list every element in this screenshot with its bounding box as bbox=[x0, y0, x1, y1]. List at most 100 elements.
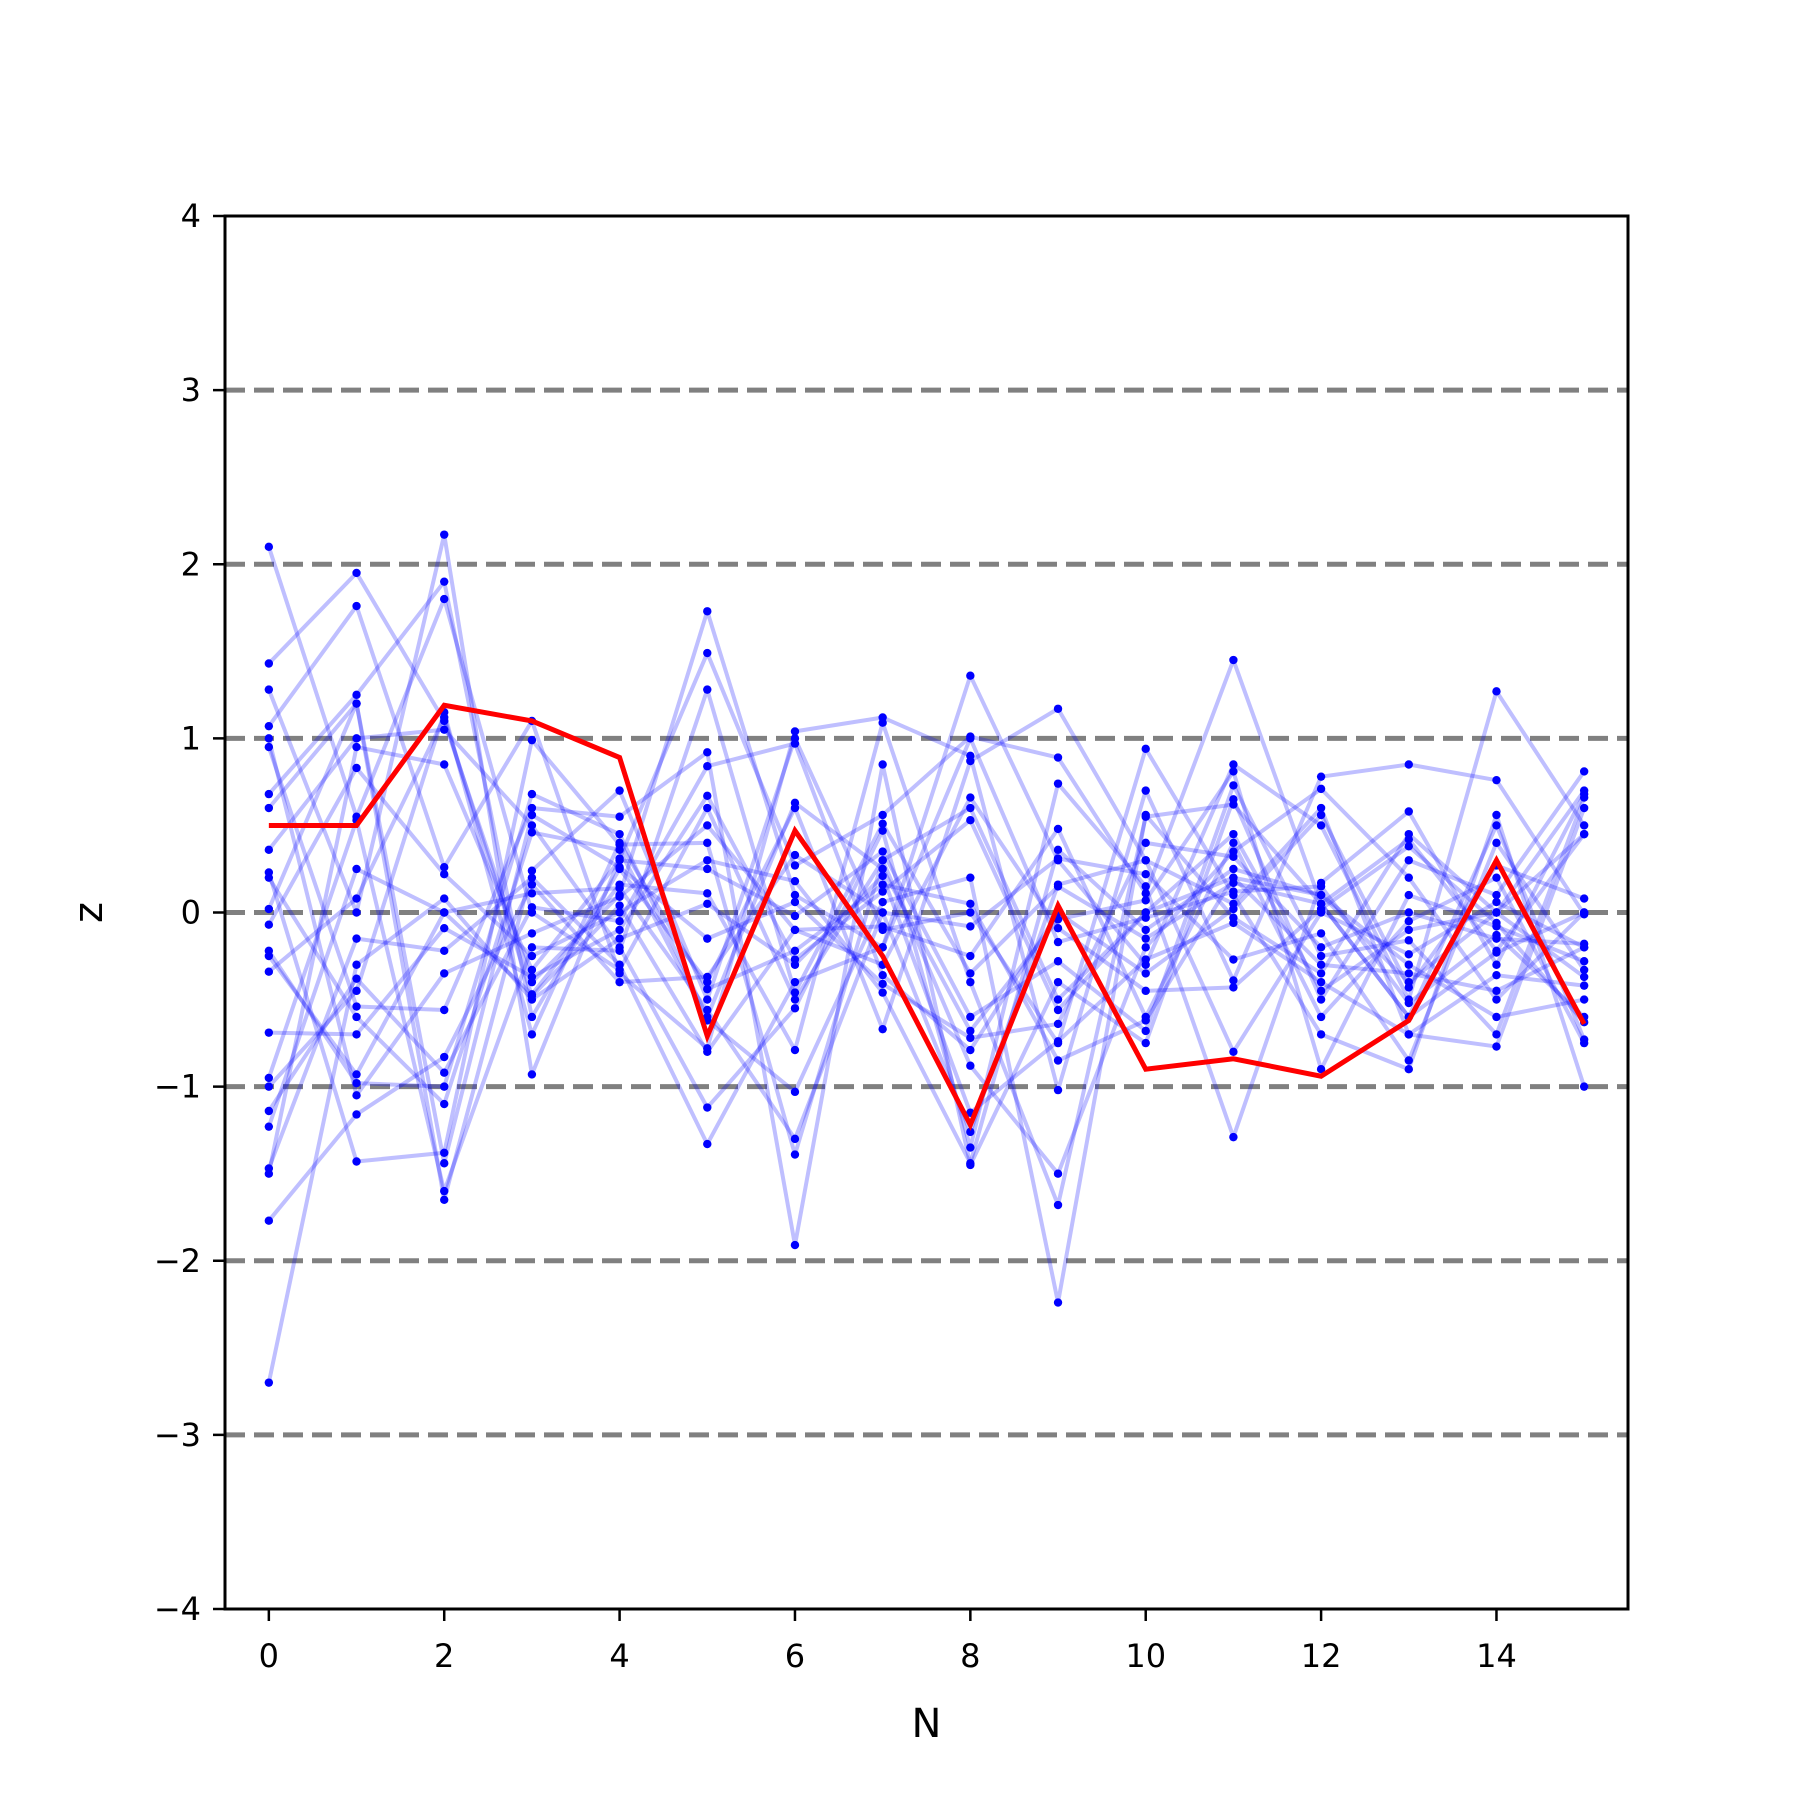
data-point bbox=[1579, 894, 1589, 903]
data-point bbox=[527, 965, 537, 975]
data-point bbox=[264, 1378, 274, 1387]
data-point bbox=[615, 960, 624, 969]
data-point bbox=[1141, 882, 1150, 891]
data-point bbox=[878, 897, 887, 907]
data-point bbox=[1492, 775, 1501, 785]
data-point bbox=[790, 1134, 800, 1144]
data-point bbox=[1579, 793, 1589, 802]
data-point bbox=[790, 897, 800, 907]
data-point bbox=[1492, 908, 1501, 917]
data-point bbox=[703, 685, 712, 694]
data-point bbox=[440, 577, 449, 586]
data-point bbox=[1053, 1056, 1063, 1065]
data-point bbox=[264, 742, 274, 752]
data-point bbox=[615, 917, 624, 926]
data-point bbox=[440, 594, 449, 604]
data-point bbox=[1053, 957, 1063, 966]
data-point bbox=[790, 861, 800, 870]
data-point bbox=[1141, 1026, 1150, 1036]
background-series-line bbox=[267, 604, 1586, 1093]
data-point bbox=[1229, 838, 1238, 848]
background-series-line bbox=[266, 738, 1586, 1176]
data-point bbox=[527, 821, 537, 830]
data-point bbox=[264, 1073, 274, 1083]
data-point bbox=[966, 756, 975, 766]
x-tick-label: 0 bbox=[259, 1637, 279, 1675]
background-series-line bbox=[267, 720, 1586, 1208]
data-point bbox=[352, 934, 361, 943]
data-point bbox=[1229, 904, 1238, 914]
data-point bbox=[352, 1157, 361, 1166]
data-point bbox=[1141, 744, 1150, 754]
data-point bbox=[1053, 845, 1063, 855]
data-point bbox=[966, 803, 975, 813]
data-point bbox=[703, 934, 712, 943]
data-point bbox=[1141, 812, 1150, 821]
data-point bbox=[703, 984, 712, 994]
data-point bbox=[615, 908, 624, 917]
data-point bbox=[1579, 767, 1589, 776]
data-point bbox=[264, 1216, 274, 1225]
data-point bbox=[1229, 800, 1238, 809]
background-series-line bbox=[267, 812, 1586, 1305]
data-point bbox=[352, 1110, 361, 1119]
data-point bbox=[703, 856, 712, 865]
data-point bbox=[440, 1195, 449, 1205]
data-point bbox=[966, 922, 975, 931]
data-point bbox=[1492, 934, 1501, 943]
background-series-group bbox=[264, 530, 1589, 1387]
data-point bbox=[790, 739, 800, 748]
data-point bbox=[264, 1082, 274, 1091]
y-tick-label: 1 bbox=[181, 719, 201, 757]
data-point bbox=[440, 908, 449, 917]
data-point bbox=[1053, 995, 1063, 1004]
data-point bbox=[352, 690, 361, 700]
y-tick-label: 0 bbox=[181, 894, 201, 932]
x-tick-label: 8 bbox=[960, 1637, 980, 1675]
data-point bbox=[264, 1028, 274, 1037]
data-point bbox=[1316, 960, 1326, 969]
data-point bbox=[440, 969, 449, 978]
highlight-series-line bbox=[268, 702, 1587, 1131]
data-point bbox=[352, 1030, 361, 1039]
data-point bbox=[966, 816, 975, 825]
background-series-line bbox=[267, 769, 1585, 1089]
data-point bbox=[1579, 939, 1589, 949]
background-series-line bbox=[266, 546, 1586, 1002]
data-point bbox=[1404, 950, 1413, 959]
data-point bbox=[878, 864, 887, 874]
data-point bbox=[264, 1122, 274, 1131]
data-point bbox=[966, 969, 975, 978]
data-point bbox=[352, 742, 361, 752]
data-point bbox=[615, 786, 624, 795]
background-series-line bbox=[267, 701, 1587, 1202]
data-point bbox=[1141, 838, 1150, 848]
data-point bbox=[1579, 786, 1589, 795]
data-point bbox=[1404, 908, 1413, 917]
data-point bbox=[440, 1005, 449, 1015]
data-point bbox=[703, 838, 712, 848]
data-point bbox=[1316, 951, 1326, 961]
data-point bbox=[527, 903, 537, 912]
data-point bbox=[440, 725, 449, 734]
data-point bbox=[527, 1030, 537, 1039]
data-point bbox=[615, 863, 624, 872]
data-point bbox=[790, 1150, 800, 1159]
data-point bbox=[1053, 1200, 1063, 1210]
data-point bbox=[703, 1047, 712, 1057]
data-point bbox=[1492, 1012, 1501, 1022]
data-point bbox=[1492, 810, 1501, 820]
data-point bbox=[1053, 1169, 1063, 1178]
data-point bbox=[966, 1143, 975, 1152]
data-point bbox=[440, 923, 449, 933]
y-tick-label: −4 bbox=[154, 1590, 201, 1628]
data-point bbox=[1404, 917, 1413, 926]
data-point bbox=[1141, 889, 1150, 898]
data-point bbox=[1404, 936, 1413, 945]
data-point bbox=[264, 659, 274, 668]
y-axis-label: z bbox=[66, 902, 112, 923]
data-point bbox=[1053, 1019, 1063, 1029]
data-point bbox=[352, 960, 361, 969]
data-point bbox=[1053, 1085, 1063, 1095]
